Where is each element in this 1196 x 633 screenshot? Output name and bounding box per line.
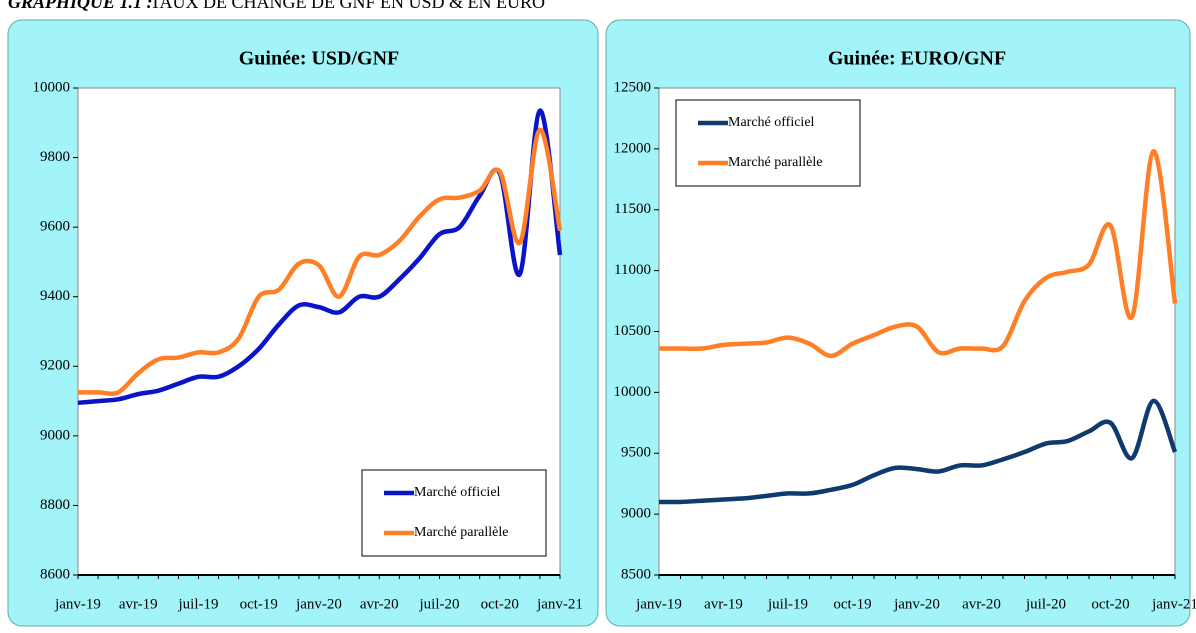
x-tick-label: oct-19 [240,596,278,612]
x-tick-label: oct-20 [481,596,519,612]
x-tick-label: juil-20 [419,596,460,612]
y-tick-label: 8500 [621,566,651,582]
y-tick-label: 9800 [40,149,70,165]
x-tick-label: avr-20 [962,596,1001,612]
legend-label: Marché parallèle [414,525,508,540]
legend [361,469,547,557]
figure-title: TAUX DE CHANGE DE GNF EN USD & EN EURO [150,0,545,12]
y-tick-label: 10500 [614,323,652,339]
x-tick-label: juil-19 [767,596,808,612]
y-tick-label: 12500 [614,79,652,95]
y-tick-label: 10000 [614,384,652,400]
x-tick-label: avr-20 [360,596,399,612]
legend-label: Marché officiel [414,485,501,500]
x-tick-label: oct-20 [1091,596,1129,612]
y-tick-label: 12000 [614,140,652,156]
figure-label: GRAPHIQUE 1.1 : [8,0,153,12]
chart-title: Guinée: USD/GNF [239,48,400,70]
series-line [658,398,1178,505]
y-tick-label: 10000 [33,79,71,95]
x-tick-label: oct-19 [833,596,871,612]
x-tick-label: janv-19 [635,596,682,612]
x-tick-label: janv-19 [54,596,101,612]
y-tick-label: 11000 [614,262,651,278]
x-tick-label: juil-20 [1025,596,1066,612]
x-tick-label: avr-19 [704,596,743,612]
x-tick-label: janv-20 [295,596,342,612]
series-line [78,127,563,397]
x-tick-label: janv-20 [893,596,940,612]
y-tick-label: 8600 [40,566,70,582]
y-tick-label: 9000 [40,427,70,443]
x-tick-label: juil-19 [178,596,219,612]
y-tick-label: 9600 [40,219,70,235]
chart-title: Guinée: EURO/GNF [828,48,1006,70]
y-tick-label: 11500 [614,201,651,217]
legend [675,99,861,187]
y-tick-label: 9000 [621,506,651,522]
x-tick-label: avr-19 [119,596,158,612]
y-tick-label: 9500 [621,445,651,461]
x-tick-label: janv-21 [536,596,583,612]
y-tick-label: 9200 [40,358,70,374]
series-line [658,149,1178,359]
x-tick-label: janv-21 [1151,596,1196,612]
y-tick-label: 9400 [40,288,70,304]
legend-label: Marché officiel [728,115,815,130]
y-tick-label: 8800 [40,497,70,513]
legend-label: Marché parallèle [728,155,822,170]
